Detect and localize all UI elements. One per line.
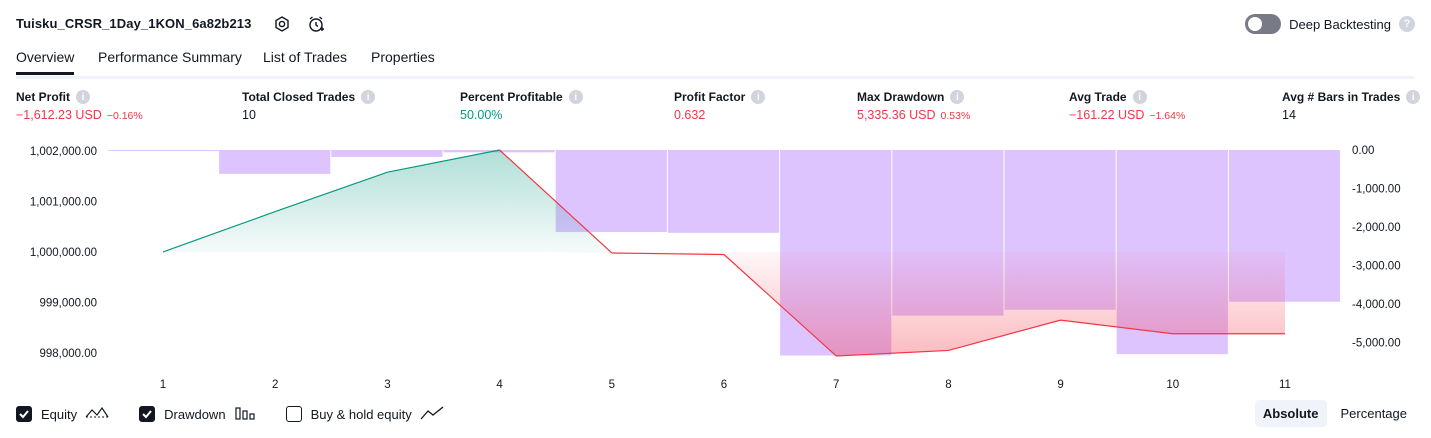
deep-backtesting-label: Deep Backtesting bbox=[1289, 17, 1391, 32]
stat-value: 14 bbox=[1282, 108, 1296, 122]
drawdown-checkbox[interactable] bbox=[139, 406, 155, 422]
stat-label: Percent Profitable bbox=[460, 90, 563, 104]
info-icon[interactable]: i bbox=[569, 90, 583, 104]
chart-legend: Equity Drawdown Buy & hold equity bbox=[16, 402, 474, 426]
stat-value: 50.00% bbox=[460, 108, 502, 122]
tab-properties[interactable]: Properties bbox=[371, 49, 435, 73]
stat-value: 0.632 bbox=[674, 108, 705, 122]
x-axis-tick-label: 3 bbox=[384, 379, 390, 391]
left-axis-tick-label: 1,000,000.00 bbox=[30, 247, 97, 259]
legend-equity[interactable]: Equity bbox=[16, 405, 109, 424]
equity-checkbox[interactable] bbox=[16, 406, 32, 422]
value-mode-switch: Absolute Percentage bbox=[1255, 400, 1415, 427]
x-axis-tick-label: 9 bbox=[1057, 379, 1063, 391]
x-axis-tick-label: 11 bbox=[1279, 379, 1291, 391]
tab-performance-summary[interactable]: Performance Summary bbox=[98, 49, 242, 73]
legend-drawdown[interactable]: Drawdown bbox=[139, 405, 255, 424]
strategy-title: Tuisku_CRSR_1Day_1KON_6a82b213 bbox=[16, 16, 251, 31]
x-axis-tick-label: 2 bbox=[272, 379, 278, 391]
settings-icon[interactable] bbox=[272, 14, 292, 34]
stat-value: −1,612.23 USD bbox=[16, 108, 102, 122]
drawdown-bar bbox=[219, 150, 330, 174]
stat-label: Avg Trade bbox=[1069, 90, 1127, 104]
trend-line-icon bbox=[420, 405, 444, 424]
info-icon[interactable]: i bbox=[950, 90, 964, 104]
info-icon[interactable]: i bbox=[751, 90, 765, 104]
equity-line-icon bbox=[85, 405, 109, 424]
x-axis-tick-label: 5 bbox=[609, 379, 615, 391]
deep-backtesting-control: Deep Backtesting ? bbox=[1245, 14, 1415, 34]
stat-total-closed-trades: Total Closed Trades i 10 bbox=[242, 90, 375, 122]
right-axis-tick-label: -2,000.00 bbox=[1352, 222, 1401, 234]
x-axis-tick-label: 1 bbox=[160, 379, 166, 391]
stat-sub-value: −1.64% bbox=[1149, 110, 1185, 122]
alert-icon[interactable] bbox=[306, 14, 326, 34]
right-axis-tick-label: -3,000.00 bbox=[1352, 261, 1401, 273]
x-axis-tick-label: 8 bbox=[945, 379, 951, 391]
stat-avg-bars-in-trades: Avg # Bars in Trades i 14 bbox=[1282, 90, 1420, 122]
stat-label: Avg # Bars in Trades bbox=[1282, 90, 1400, 104]
info-icon[interactable]: i bbox=[361, 90, 375, 104]
legend-equity-label: Equity bbox=[41, 407, 77, 422]
drawdown-bar bbox=[668, 150, 779, 233]
right-axis-tick-label: 0.00 bbox=[1352, 145, 1374, 157]
stat-percent-profitable: Percent Profitable i 50.00% bbox=[460, 90, 583, 122]
toggle-knob bbox=[1248, 17, 1262, 31]
stats-row: Net Profit i −1,612.23 USD −0.16% Total Cl… bbox=[0, 90, 1431, 130]
stat-value: −161.22 USD bbox=[1069, 108, 1144, 122]
stat-profit-factor: Profit Factor i 0.632 bbox=[674, 90, 765, 122]
x-axis-tick-label: 7 bbox=[833, 379, 839, 391]
bar-chart-icon bbox=[234, 405, 256, 424]
legend-drawdown-label: Drawdown bbox=[164, 407, 225, 422]
right-axis-tick-label: -5,000.00 bbox=[1352, 338, 1401, 350]
left-axis-tick-label: 998,000.00 bbox=[39, 348, 97, 360]
mode-absolute[interactable]: Absolute bbox=[1255, 400, 1327, 427]
stat-net-profit: Net Profit i −1,612.23 USD −0.16% bbox=[16, 90, 143, 122]
help-icon[interactable]: ? bbox=[1399, 16, 1415, 32]
left-axis-tick-label: 1,002,000.00 bbox=[30, 146, 97, 158]
stat-sub-value: −0.16% bbox=[107, 110, 143, 122]
info-icon[interactable]: i bbox=[1133, 90, 1147, 104]
stat-label: Profit Factor bbox=[674, 90, 745, 104]
info-icon[interactable]: i bbox=[1406, 90, 1420, 104]
tab-list-of-trades[interactable]: List of Trades bbox=[263, 49, 347, 73]
x-axis-tick-label: 4 bbox=[496, 379, 503, 391]
legend-buy-hold[interactable]: Buy & hold equity bbox=[286, 405, 444, 424]
stat-sub-value: 0.53% bbox=[941, 110, 971, 122]
stat-value: 10 bbox=[242, 108, 256, 122]
drawdown-bar bbox=[331, 150, 442, 157]
buy-hold-checkbox[interactable] bbox=[286, 406, 302, 422]
info-icon[interactable]: i bbox=[76, 90, 90, 104]
stat-label: Net Profit bbox=[16, 90, 70, 104]
report-header: Tuisku_CRSR_1Day_1KON_6a82b213 Deep Back… bbox=[16, 10, 1415, 38]
stat-value: 5,335.36 USD bbox=[857, 108, 936, 122]
legend-buy-hold-label: Buy & hold equity bbox=[311, 407, 412, 422]
mode-percentage[interactable]: Percentage bbox=[1333, 400, 1416, 427]
stat-max-drawdown: Max Drawdown i 5,335.36 USD 0.53% bbox=[857, 90, 970, 122]
tab-overview[interactable]: Overview bbox=[16, 49, 74, 75]
equity-drawdown-chart[interactable]: 1,002,000.00 1,001,000.00 1,000,000.00 999,… bbox=[0, 140, 1431, 395]
stat-label: Total Closed Trades bbox=[242, 90, 355, 104]
drawdown-bar bbox=[108, 150, 219, 151]
right-axis-tick-label: -4,000.00 bbox=[1352, 299, 1401, 311]
x-axis-tick-label: 10 bbox=[1166, 379, 1179, 391]
left-axis-tick-label: 999,000.00 bbox=[39, 297, 97, 309]
left-axis-tick-label: 1,001,000.00 bbox=[30, 196, 97, 208]
right-axis-tick-label: -1,000.00 bbox=[1352, 184, 1401, 196]
deep-backtesting-toggle[interactable] bbox=[1245, 14, 1281, 34]
report-tabs: Overview Performance Summary List of Tra… bbox=[16, 46, 1415, 79]
x-axis-tick-label: 6 bbox=[721, 379, 727, 391]
stat-label: Max Drawdown bbox=[857, 90, 944, 104]
stat-avg-trade: Avg Trade i −161.22 USD −1.64% bbox=[1069, 90, 1185, 122]
